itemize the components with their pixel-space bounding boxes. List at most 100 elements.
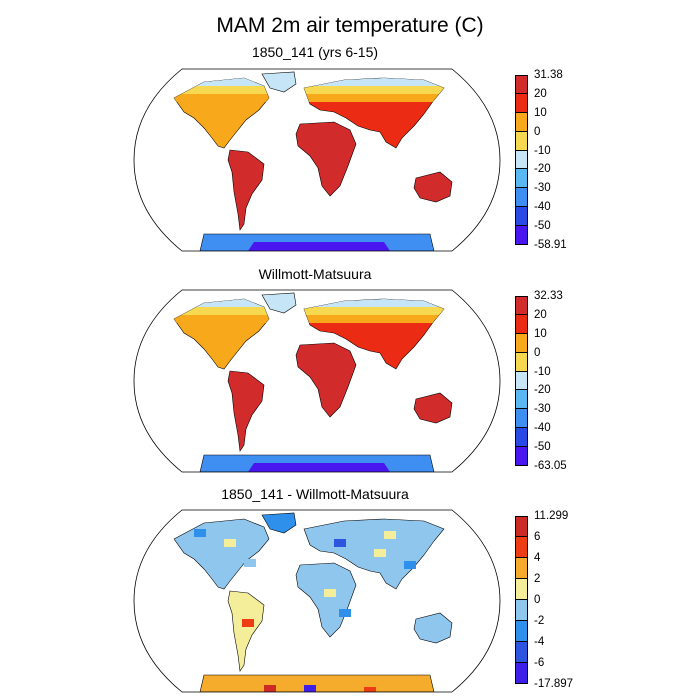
map-boundary <box>133 68 501 252</box>
antarctic-interior <box>248 463 390 472</box>
landmass-greenland <box>261 71 297 93</box>
landmass-samerica <box>227 590 265 672</box>
colorbar-label: -58.91 <box>534 239 567 251</box>
colorbar-label: 11.299 <box>534 510 569 522</box>
colorbar-label: -2 <box>534 615 545 627</box>
anomaly-patch <box>304 685 316 692</box>
panel-3-title: 1850_141 - Willmott-Matsuura <box>221 486 409 502</box>
colorbar-swatch <box>515 296 528 315</box>
anomaly-patch <box>224 539 236 547</box>
colorbar-label: 0 <box>534 125 541 138</box>
colorbar-swatch <box>515 207 528 227</box>
landmass-greenland <box>261 512 297 534</box>
colorbar-label: -30 <box>534 182 551 195</box>
colorbar-label: -17.897 <box>534 678 574 690</box>
landmass-australia <box>413 171 453 203</box>
colorbar-swatch <box>515 93 528 113</box>
colorbar-label: -50 <box>534 220 551 233</box>
temperature-band <box>174 78 444 86</box>
map-boundary <box>133 509 501 693</box>
anomaly-patch <box>242 619 254 627</box>
colorbar-label: -20 <box>534 384 551 397</box>
anomaly-patch <box>384 531 396 539</box>
colorbar-label: 32.33 <box>534 290 563 302</box>
colorbar-swatch <box>515 169 528 189</box>
antarctic-interior <box>248 242 390 251</box>
colorbar-swatch <box>515 558 528 579</box>
panel-1-map <box>133 68 501 252</box>
colorbar-label: 0 <box>534 594 541 606</box>
landmass-greenland <box>261 292 297 314</box>
colorbar-swatch <box>515 409 528 429</box>
colorbar-label: 10 <box>534 327 547 340</box>
landmass-africa <box>295 121 357 197</box>
colorbar-swatch <box>515 314 528 334</box>
landmass-africa <box>295 342 357 418</box>
landmass-antarctica <box>199 674 435 692</box>
anomaly-patch <box>339 609 351 617</box>
colorbar-swatch <box>515 188 528 208</box>
anomaly-patch <box>404 561 416 569</box>
colorbar-swatch <box>515 621 528 642</box>
panel-1-colorbar: 31.38 20 10 0 -10 -20 -30 -40 -50 -58.91 <box>515 69 595 251</box>
figure-title: MAM 2m air temperature (C) <box>216 14 484 37</box>
panel-2-colorbar: 32.33 20 10 0 -10 -20 -30 -40 -50 -63.05 <box>515 290 595 472</box>
colorbar-swatch <box>515 537 528 558</box>
temperature-band <box>174 94 444 102</box>
colorbar-label: -63.05 <box>534 460 567 472</box>
colorbar-swatch <box>515 352 528 372</box>
colorbar-label: -40 <box>534 201 551 214</box>
landmass-africa <box>295 562 357 638</box>
colorbar-label: -4 <box>534 636 545 648</box>
temperature-band <box>174 315 444 323</box>
colorbar-label: 0 <box>534 346 541 359</box>
panel-3-map <box>133 509 501 693</box>
colorbar-swatch <box>515 390 528 410</box>
anomaly-patch <box>334 539 346 547</box>
colorbar-label: -10 <box>534 144 551 157</box>
landmass-australia <box>413 612 453 644</box>
panel-3-colorbar: 11.299 6 4 2 0 -2 -4 -6 -17.897 <box>515 510 595 690</box>
panel-2-map <box>133 289 501 473</box>
anomaly-patch <box>264 685 276 692</box>
colorbar-label: 2 <box>534 573 541 585</box>
colorbar-label: -10 <box>534 365 551 378</box>
anomaly-patch <box>244 559 256 567</box>
panel-1-title: 1850_141 (yrs 6-15) <box>251 44 379 60</box>
anomaly-patch <box>194 529 206 537</box>
colorbar-label: 20 <box>534 308 547 321</box>
colorbar-swatch <box>515 131 528 151</box>
anomaly-patch <box>324 589 336 597</box>
colorbar-swatch <box>515 516 528 537</box>
landmass-samerica <box>227 370 265 452</box>
colorbar-swatch <box>515 663 528 684</box>
map-boundary <box>133 289 501 473</box>
colorbar-swatch <box>515 112 528 132</box>
colorbar-swatch <box>515 150 528 170</box>
temperature-band <box>174 299 444 307</box>
colorbar-swatch <box>515 600 528 621</box>
colorbar-label: -20 <box>534 163 551 176</box>
colorbar-label: -30 <box>534 403 551 416</box>
colorbar-swatch <box>515 226 528 245</box>
colorbar-swatch <box>515 333 528 353</box>
colorbar-label: -50 <box>534 441 551 454</box>
temperature-band <box>174 86 444 94</box>
colorbar-swatch <box>515 75 528 94</box>
temperature-band <box>174 307 444 315</box>
landmass-namerica <box>173 518 270 590</box>
panel-2-title: Willmott-Matsuura <box>258 266 372 282</box>
anomaly-patch <box>434 627 446 635</box>
anomaly-patch <box>374 549 386 557</box>
anomaly-patch <box>364 687 376 692</box>
colorbar-label: 10 <box>534 106 547 119</box>
colorbar-swatch <box>515 371 528 391</box>
colorbar-label: 4 <box>534 552 541 564</box>
landmass-australia <box>413 392 453 424</box>
colorbar-swatch <box>515 642 528 663</box>
colorbar-swatch <box>515 447 528 466</box>
colorbar-label: -40 <box>534 422 551 435</box>
colorbar-label: 6 <box>534 531 541 543</box>
colorbar-label: -6 <box>534 657 545 669</box>
colorbar-label: 31.38 <box>534 69 563 81</box>
